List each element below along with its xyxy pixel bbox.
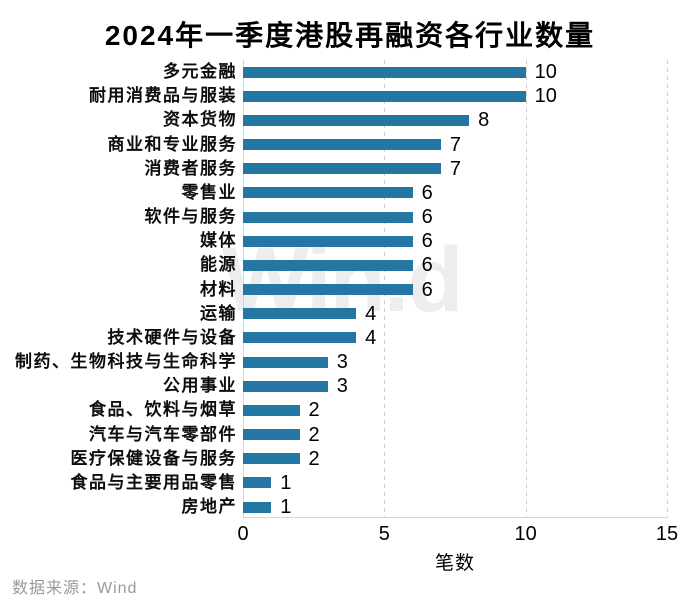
- x-tick-label: 0: [237, 523, 249, 545]
- bar: [243, 356, 328, 368]
- category-label: 公用事业: [163, 376, 237, 396]
- category-label: 能源: [200, 255, 237, 275]
- bar: [243, 308, 357, 320]
- bar: [243, 284, 413, 295]
- chart-title: 2024年一季度港股再融资各行业数量: [104, 20, 596, 51]
- bar: [243, 139, 441, 150]
- bar: [243, 259, 413, 271]
- value-label: 4: [365, 326, 377, 349]
- value-label: 10: [534, 61, 557, 83]
- category-label: 媒体: [200, 231, 237, 251]
- bar: [243, 332, 357, 344]
- category-label: 材料: [200, 279, 237, 299]
- bar: [243, 453, 300, 465]
- value-label: 6: [421, 254, 433, 277]
- value-label: 7: [449, 133, 461, 156]
- source-note: 数据来源：Wind: [12, 580, 138, 597]
- category-label: 软件与服务: [144, 207, 237, 226]
- bar: [243, 501, 272, 513]
- category-label: 多元金融: [163, 62, 237, 81]
- category-label: 制药、生物科技与生命科学: [15, 352, 237, 371]
- gridline-x10: [525, 60, 527, 517]
- bar: [243, 211, 413, 223]
- bar: [243, 429, 300, 440]
- x-axis-line: [243, 517, 668, 518]
- bar: [243, 66, 526, 78]
- x-tick-label: 15: [655, 523, 679, 545]
- value-label: 2: [308, 399, 320, 422]
- category-label: 技术硬件与设备: [107, 327, 237, 347]
- value-label: 2: [308, 447, 320, 470]
- bar: [243, 187, 413, 199]
- value-label: 3: [336, 375, 348, 398]
- category-label: 资本货物: [163, 110, 237, 130]
- x-tick-label: 10: [514, 523, 537, 545]
- bar: [243, 380, 328, 392]
- value-label: 3: [336, 351, 348, 373]
- bar: [243, 477, 272, 489]
- bar: [243, 235, 413, 247]
- category-label: 零售业: [181, 182, 237, 202]
- bar: [243, 163, 441, 175]
- category-label: 运输: [200, 303, 237, 323]
- bar: [243, 90, 526, 102]
- bar: [243, 404, 300, 416]
- value-label: 6: [421, 278, 433, 301]
- category-label: 商业和专业服务: [107, 134, 237, 154]
- category-label: 房地产: [181, 497, 237, 516]
- value-label: 2: [308, 423, 320, 446]
- value-label: 6: [421, 230, 433, 253]
- category-label: 耐用消费品与服装: [89, 86, 237, 106]
- bar: [243, 114, 470, 126]
- category-label: 食品与主要用品零售: [70, 472, 237, 492]
- value-label: 6: [421, 206, 433, 228]
- x-axis-label: 笔数: [434, 553, 475, 574]
- gridline-x15: [667, 60, 668, 517]
- value-label: 7: [449, 157, 461, 180]
- category-label: 食品、饮料与烟草: [89, 400, 237, 420]
- value-label: 10: [534, 85, 557, 108]
- value-label: 6: [421, 181, 433, 204]
- value-label: 1: [280, 471, 292, 494]
- x-tick-label: 5: [378, 523, 390, 545]
- value-label: 4: [365, 302, 377, 325]
- value-label: 1: [280, 496, 292, 518]
- category-label: 汽车与汽车零部件: [89, 424, 237, 444]
- category-label: 消费者服务: [144, 158, 237, 178]
- value-label: 8: [478, 109, 490, 132]
- category-label: 医疗保健设备与服务: [70, 448, 237, 468]
